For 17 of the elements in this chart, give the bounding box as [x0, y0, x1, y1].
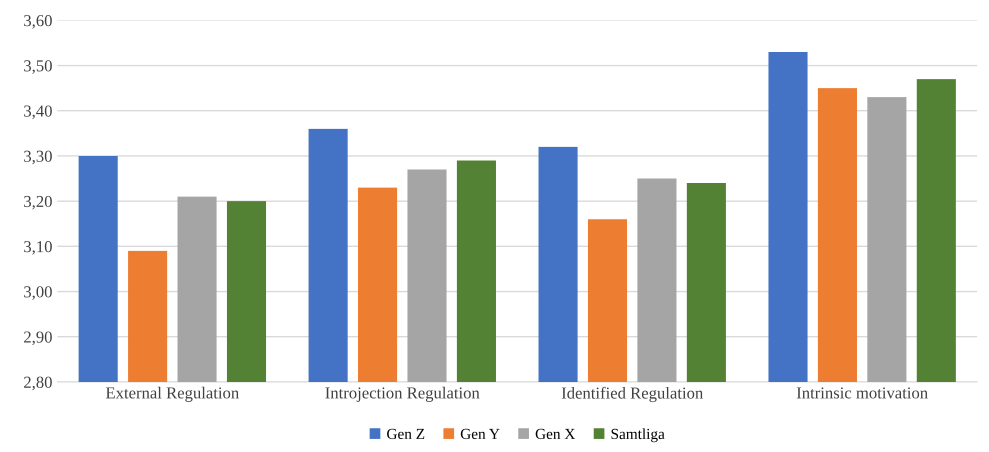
legend-label: Samtliga: [612, 428, 665, 442]
y-tick-label: 2,80: [24, 376, 52, 390]
x-tick-label: External Regulation: [106, 386, 239, 402]
y-tick-label: 3,30: [24, 150, 52, 164]
y-tick-label: 3,20: [24, 196, 52, 210]
legend-label: Gen Z: [387, 428, 424, 440]
legend-label: Gen X: [536, 428, 576, 440]
y-tick-label: 3,50: [24, 60, 52, 74]
y-tick-label: 3,00: [24, 286, 52, 300]
y-tick-label: 3,10: [24, 241, 52, 255]
y-tick-label: 3,40: [24, 105, 52, 120]
x-tick-label: Identified Regulation: [562, 386, 704, 402]
legend-label: Gen Y: [460, 428, 500, 440]
y-tick-label: 3,60: [24, 15, 52, 29]
x-tick-label: Introjection Regulation: [325, 386, 480, 402]
y-tick-label: 2,90: [24, 331, 52, 346]
x-tick-label: Intrinsic motivation: [796, 387, 928, 399]
